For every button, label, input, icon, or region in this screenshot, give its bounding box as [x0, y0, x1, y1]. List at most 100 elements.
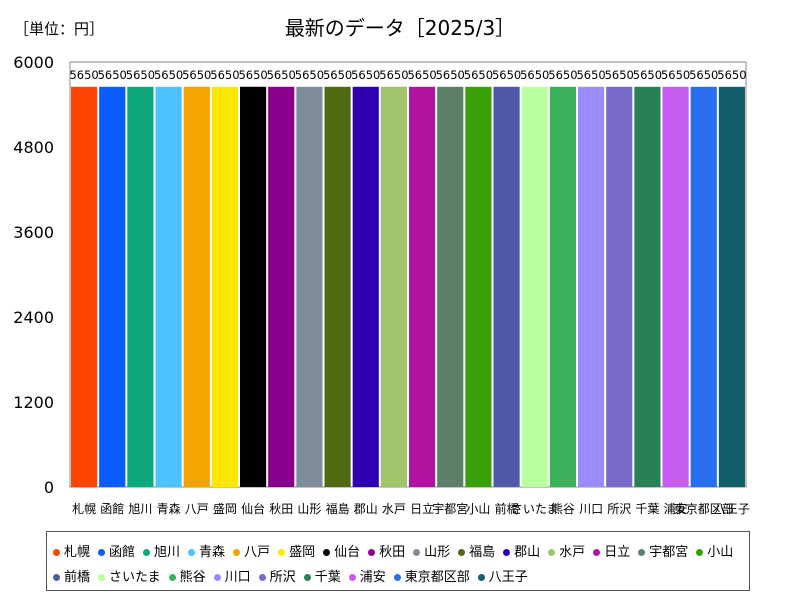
bar-value-label: 5650 [661, 68, 690, 82]
legend-marker [53, 574, 60, 581]
x-tick-label: 郡山 [354, 502, 378, 516]
bar-value-label: 5650 [126, 68, 155, 82]
x-tick-label: 旭川 [128, 502, 152, 516]
x-tick-label: 川口 [579, 502, 603, 516]
legend-label: 八戸 [244, 545, 271, 560]
bar [183, 86, 210, 488]
legend-label: 函館 [109, 545, 136, 560]
y-axis: 0 1200 2400 3600 4800 6000 [13, 53, 747, 497]
bar-value-label: 5650 [464, 68, 493, 82]
x-tick-label: 八戸 [185, 502, 209, 516]
legend-label: 秋田 [379, 545, 406, 560]
bar-value-label: 5650 [520, 68, 549, 82]
bar-value-label: 5650 [210, 68, 239, 82]
x-tick-label: 八王子 [714, 502, 750, 516]
legend-label: 仙台 [334, 545, 361, 560]
legend-marker [503, 549, 511, 556]
legend-marker [258, 574, 266, 581]
x-tick-label: 浦安 [664, 501, 688, 516]
bar [211, 86, 238, 488]
bar [521, 86, 548, 488]
legend-item: さいたま [98, 565, 161, 590]
value-labels: 5650565056505650565056505650565056505650… [69, 68, 746, 82]
bar [493, 86, 520, 488]
bar [690, 86, 717, 488]
legend-marker [98, 549, 106, 556]
unit-label: ［単位：円］ [14, 20, 105, 38]
legend-label: さいたま [109, 570, 161, 585]
legend-marker [593, 549, 601, 556]
legend-marker [413, 549, 421, 556]
bar-value-label: 5650 [605, 68, 634, 82]
legend-marker [168, 574, 176, 581]
legend-marker [348, 574, 356, 581]
bar-value-label: 5650 [267, 68, 296, 82]
bar-value-label: 5650 [576, 68, 605, 82]
legend-marker [368, 549, 376, 556]
bar [324, 86, 351, 488]
x-tick-label: 熊谷 [551, 501, 575, 516]
x-tick-label: 山形 [297, 502, 321, 516]
legend-marker [213, 574, 221, 581]
legend-label: 前橋 [64, 570, 91, 585]
legend-item: 仙台 [323, 540, 360, 565]
legend-marker [393, 574, 401, 581]
chart-title: 最新のデータ［2025/3］ [284, 16, 516, 40]
x-tick-label: 千葉 [635, 502, 659, 516]
bar-value-label: 5650 [182, 68, 211, 82]
bar [268, 86, 295, 488]
legend-label: 札幌 [64, 545, 91, 560]
bar-value-label: 5650 [379, 68, 408, 82]
x-tick-label: 所沢 [607, 502, 631, 516]
plot-frame [69, 61, 747, 488]
bar [465, 86, 492, 488]
legend-label: 山形 [424, 545, 451, 560]
legend-label: 小山 [707, 545, 734, 560]
legend-label: 所沢 [269, 570, 296, 585]
legend-marker [143, 549, 151, 556]
bar [606, 86, 633, 488]
legend-item: 小山 [696, 540, 733, 565]
bar [71, 86, 98, 488]
legend-item: 八王子 [477, 565, 528, 590]
legend-label: 宇都宮 [649, 545, 689, 560]
legend-item: 秋田 [368, 540, 405, 565]
legend-marker [477, 574, 485, 581]
legend-item: 盛岡 [278, 540, 315, 565]
legend-label: 水戸 [559, 545, 586, 560]
bar-value-label: 5650 [238, 68, 267, 82]
legend-item: 千葉 [303, 565, 341, 590]
x-tick-label: 盛岡 [213, 501, 237, 516]
legend-item: 宇都宮 [638, 540, 688, 565]
bar [549, 86, 576, 488]
bar-value-label: 5650 [295, 68, 324, 82]
bar [352, 86, 379, 488]
bar-value-label: 5650 [98, 68, 127, 82]
x-tick-label: 日立 [410, 501, 434, 516]
bar [155, 86, 182, 488]
legend-item: 浦安 [348, 565, 386, 590]
legend-marker [188, 549, 196, 556]
legend-item: 八戸 [233, 540, 270, 565]
legend-item: 郡山 [503, 540, 540, 565]
legend-marker [53, 549, 60, 556]
legend-item: 前橋 [53, 565, 90, 590]
bar [718, 86, 745, 488]
bar [99, 86, 126, 488]
x-tick-label: 東京都区部 [674, 501, 734, 516]
legend-item: 旭川 [143, 540, 180, 565]
legend-label: 青森 [199, 545, 226, 560]
legend-label: 川口 [224, 570, 251, 585]
legend-marker [233, 549, 241, 556]
x-tick-label: 青森 [157, 501, 181, 516]
bar-value-label: 5650 [69, 68, 98, 82]
bar [634, 86, 661, 488]
bar-value-label: 5650 [689, 68, 718, 82]
x-tick-label: 福島 [326, 501, 350, 516]
bar-value-label: 5650 [154, 68, 183, 82]
legend-label: 盛岡 [289, 545, 316, 560]
bar [127, 86, 154, 488]
x-axis-labels: 札幌 函館 旭川 青森 八戸 盛岡 仙台 秋田 山形 福島 郡山 水戸 日立宇都宮小山 前橋さいたま熊谷川… [72, 501, 750, 516]
legend-label: 旭川 [154, 545, 181, 560]
bar [409, 86, 436, 488]
